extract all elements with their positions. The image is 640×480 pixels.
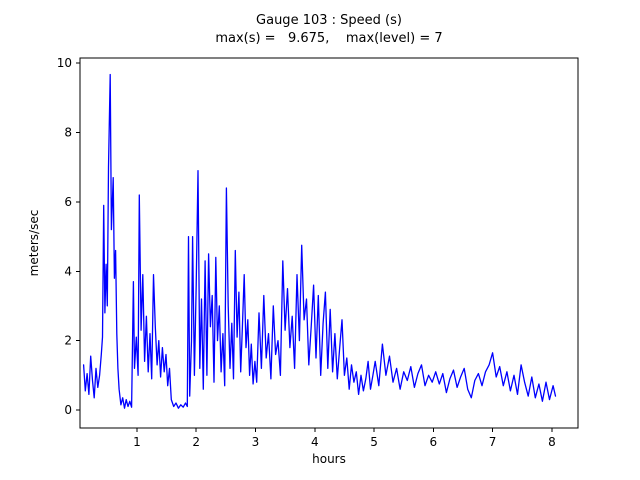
x-tick-label: 7 <box>489 435 497 449</box>
y-tick-label: 2 <box>64 334 72 348</box>
x-axis-ticks: 1 2 3 4 5 6 7 8 <box>133 428 556 449</box>
y-tick-label: 10 <box>57 56 72 70</box>
y-tick-label: 8 <box>64 126 72 140</box>
x-tick-label: 4 <box>311 435 319 449</box>
x-tick-label: 8 <box>548 435 556 449</box>
data-line <box>82 73 557 409</box>
y-tick-label: 0 <box>64 403 72 417</box>
chart-title: Gauge 103 : Speed (s) <box>256 13 402 28</box>
x-axis-label: hours <box>312 452 346 466</box>
x-tick-label: 2 <box>192 435 200 449</box>
chart-subtitle: max(s) = 9.675, max(level) = 7 <box>215 31 443 46</box>
x-tick-label: 1 <box>133 435 141 449</box>
x-tick-label: 6 <box>430 435 438 449</box>
y-axis-ticks: 0 2 4 6 8 10 <box>57 56 80 417</box>
x-tick-label: 3 <box>252 435 260 449</box>
y-tick-label: 6 <box>64 195 72 209</box>
y-tick-label: 4 <box>64 264 72 278</box>
axes-spines <box>79 57 579 429</box>
y-axis-label: meters/sec <box>27 209 41 277</box>
x-tick-label: 5 <box>370 435 378 449</box>
